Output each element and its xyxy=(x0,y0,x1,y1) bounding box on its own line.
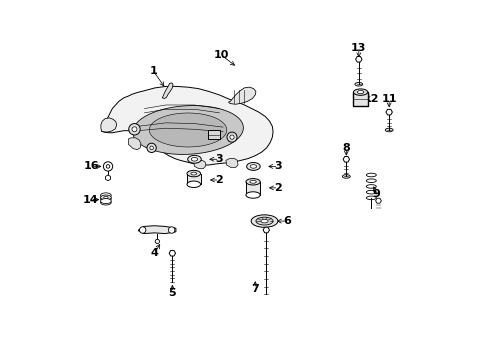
Ellipse shape xyxy=(357,90,363,94)
Ellipse shape xyxy=(103,197,108,199)
Polygon shape xyxy=(102,86,272,165)
Text: 12: 12 xyxy=(363,94,378,104)
Text: 1: 1 xyxy=(149,66,157,76)
Polygon shape xyxy=(228,87,255,104)
Text: 16: 16 xyxy=(83,161,99,171)
Text: 11: 11 xyxy=(381,94,396,104)
Ellipse shape xyxy=(385,128,392,132)
Circle shape xyxy=(226,132,237,142)
Ellipse shape xyxy=(245,192,260,198)
Text: 10: 10 xyxy=(213,50,228,60)
Polygon shape xyxy=(193,160,205,168)
Polygon shape xyxy=(132,105,243,154)
Text: 6: 6 xyxy=(283,216,291,226)
Ellipse shape xyxy=(354,82,362,86)
Ellipse shape xyxy=(353,89,367,95)
Circle shape xyxy=(155,239,159,244)
Ellipse shape xyxy=(101,197,111,202)
Text: 15: 15 xyxy=(197,132,212,142)
Text: 2: 2 xyxy=(274,183,282,193)
Text: 3: 3 xyxy=(274,161,282,171)
Ellipse shape xyxy=(249,180,256,183)
Ellipse shape xyxy=(255,217,272,225)
Circle shape xyxy=(168,227,175,233)
FancyBboxPatch shape xyxy=(207,130,220,139)
Circle shape xyxy=(147,143,156,153)
Circle shape xyxy=(229,135,234,139)
Text: 5: 5 xyxy=(168,288,176,297)
Ellipse shape xyxy=(190,172,196,175)
Polygon shape xyxy=(128,138,141,150)
Text: 7: 7 xyxy=(251,284,259,294)
FancyBboxPatch shape xyxy=(353,92,367,106)
Text: 9: 9 xyxy=(372,189,380,199)
Text: 13: 13 xyxy=(350,43,366,53)
Ellipse shape xyxy=(245,179,260,185)
Ellipse shape xyxy=(246,162,260,170)
Text: 3: 3 xyxy=(215,154,223,164)
Circle shape xyxy=(149,146,153,150)
Circle shape xyxy=(139,227,145,233)
FancyBboxPatch shape xyxy=(245,182,260,195)
Circle shape xyxy=(103,162,112,171)
Polygon shape xyxy=(225,158,238,167)
Circle shape xyxy=(132,127,137,132)
Text: 4: 4 xyxy=(150,248,158,258)
Ellipse shape xyxy=(186,181,200,188)
Ellipse shape xyxy=(191,157,197,161)
Ellipse shape xyxy=(250,165,256,168)
Ellipse shape xyxy=(101,199,111,203)
Text: 8: 8 xyxy=(342,143,349,153)
Ellipse shape xyxy=(101,200,111,205)
Circle shape xyxy=(128,123,140,135)
Ellipse shape xyxy=(101,195,111,200)
Circle shape xyxy=(106,165,110,168)
Ellipse shape xyxy=(251,215,277,227)
Polygon shape xyxy=(138,226,176,234)
Text: 14: 14 xyxy=(82,195,98,204)
Text: 2: 2 xyxy=(215,175,223,185)
Ellipse shape xyxy=(187,156,201,163)
FancyBboxPatch shape xyxy=(186,174,200,184)
Ellipse shape xyxy=(342,175,349,178)
Polygon shape xyxy=(149,113,226,147)
Ellipse shape xyxy=(261,219,267,223)
Polygon shape xyxy=(101,118,116,132)
Polygon shape xyxy=(162,83,173,99)
Ellipse shape xyxy=(186,170,200,177)
Ellipse shape xyxy=(101,193,111,198)
